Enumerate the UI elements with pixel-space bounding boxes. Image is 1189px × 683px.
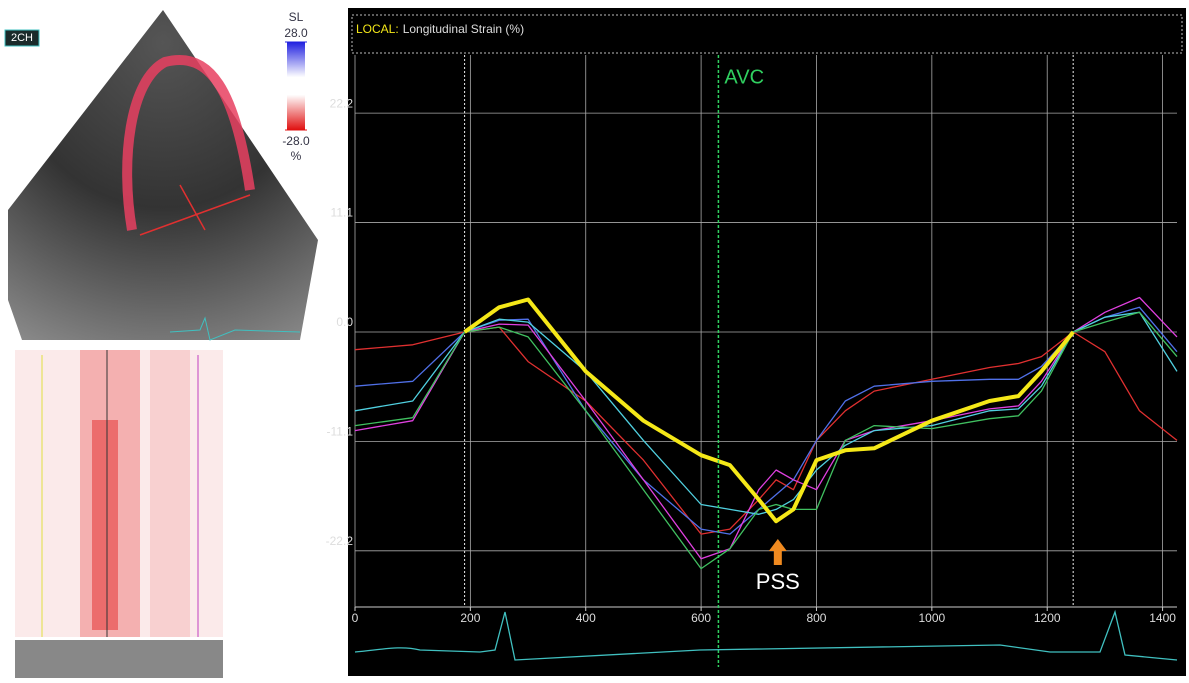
x-tick-label: 1000 [918, 611, 945, 625]
mmode-band [92, 420, 118, 630]
strain-curve [354, 311, 1178, 515]
pss-arrow [768, 538, 787, 565]
view-label: 2CH [11, 32, 33, 44]
mmode-strip [15, 640, 223, 678]
y-tick-label: -22.2 [326, 534, 354, 548]
x-tick-label: 800 [806, 611, 826, 625]
pss-label: PSS [756, 569, 800, 594]
color-bar [287, 42, 305, 130]
echo-ecg [169, 316, 301, 341]
y-tick-label: 0.0 [336, 315, 353, 329]
ecg-trace [354, 609, 1178, 661]
chart-background [348, 8, 1186, 676]
echo-axis [139, 184, 251, 236]
x-tick-label: 400 [576, 611, 596, 625]
strain-curve [354, 326, 1178, 535]
x-tick-label: 0 [352, 611, 359, 625]
scale-label: SL [289, 10, 304, 24]
frame-label: Frame = 35 [8, 56, 60, 67]
scale-unit: % [291, 149, 302, 163]
y-tick-label: 11.1 [331, 206, 354, 220]
y-tick-label: 22.2 [330, 96, 354, 110]
myocardium-trace [122, 55, 255, 231]
view-box [4, 29, 40, 47]
x-tick-label: 600 [691, 611, 711, 625]
mmode-band [150, 350, 190, 637]
scale-max: 28.0 [284, 26, 308, 40]
title-tag: LOCAL: [356, 22, 399, 36]
x-tick-label: 1200 [1034, 611, 1061, 625]
avc-label: AVC [724, 66, 764, 88]
echo-image [8, 10, 318, 340]
y-tick-label: -11.1 [327, 425, 354, 439]
scale-min: -28.0 [282, 134, 310, 148]
x-tick-label: 1400 [1149, 611, 1176, 625]
strain-curve [354, 296, 1178, 560]
chart-title: LOCAL: Longitudinal Strain (%) [356, 22, 524, 36]
title-text: Longitudinal Strain (%) [403, 22, 524, 36]
x-tick-label: 200 [460, 611, 480, 625]
header-box [351, 14, 1183, 54]
strain-curve [463, 297, 1075, 524]
